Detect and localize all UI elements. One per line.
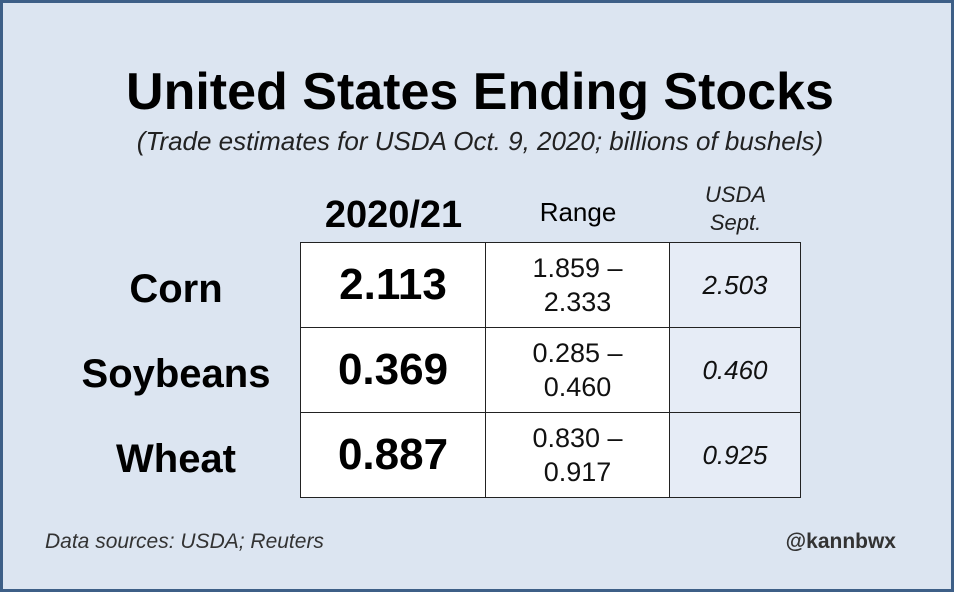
range-cell-soybeans: 0.285 – 0.460 xyxy=(485,327,670,413)
chart-title: United States Ending Stocks xyxy=(126,63,834,121)
range-low-wheat: 0.830 – xyxy=(532,423,623,453)
table-row-corn: 2.113 1.859 – 2.333 2.503 xyxy=(300,242,801,328)
estimate-cell-wheat: 0.887 xyxy=(300,412,486,498)
table-row-soybeans: 0.369 0.285 – 0.460 0.460 xyxy=(300,327,801,413)
range-low-soybeans: 0.285 – xyxy=(532,338,623,368)
row-label-wheat: Wheat xyxy=(116,437,236,481)
usda-cell-corn: 2.503 xyxy=(669,242,801,328)
table-row-wheat: 0.887 0.830 – 0.917 0.925 xyxy=(300,412,801,498)
column-header-estimate: 2020/21 xyxy=(324,194,463,236)
range-low-corn: 1.859 – xyxy=(532,253,623,283)
range-high-soybeans: 0.460 xyxy=(543,372,612,402)
estimates-table: 2.113 1.859 – 2.333 2.503 0.369 0.285 – … xyxy=(300,242,801,498)
usda-cell-wheat: 0.925 xyxy=(669,412,801,498)
range-cell-corn: 1.859 – 2.333 xyxy=(485,242,670,328)
range-high-wheat: 0.917 xyxy=(543,457,612,487)
row-label-corn: Corn xyxy=(129,267,223,311)
column-header-usda-line1: USDA xyxy=(704,182,767,207)
row-label-soybeans: Soybeans xyxy=(81,352,271,396)
estimate-cell-corn: 2.113 xyxy=(300,242,486,328)
chart-subtitle: (Trade estimates for USDA Oct. 9, 2020; … xyxy=(136,126,824,156)
data-source-note: Data sources: USDA; Reuters xyxy=(45,530,324,553)
range-high-corn: 2.333 xyxy=(543,287,612,317)
author-handle: @kannbwx xyxy=(785,530,896,553)
column-header-usda-line2: Sept. xyxy=(709,210,762,235)
usda-cell-soybeans: 0.460 xyxy=(669,327,801,413)
column-header-usda: USDA Sept. xyxy=(670,181,801,237)
range-cell-wheat: 0.830 – 0.917 xyxy=(485,412,670,498)
column-header-range: Range xyxy=(539,197,617,227)
estimate-cell-soybeans: 0.369 xyxy=(300,327,486,413)
